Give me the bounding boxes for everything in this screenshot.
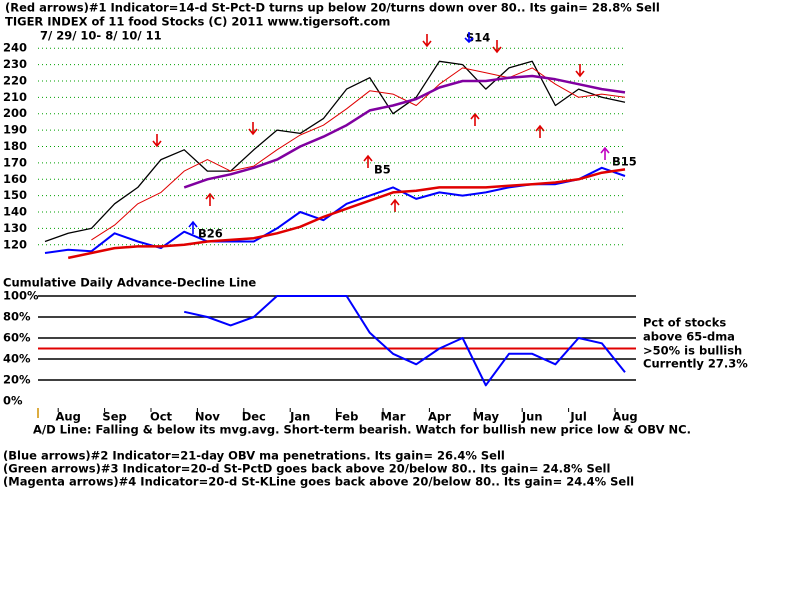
- footer-text: A/D Line: Falling & below its mvg.avg. S…: [33, 423, 691, 437]
- y-tick-label: 160: [3, 172, 27, 186]
- x-tick-label: Jul: [569, 410, 586, 424]
- y-tick-label: 190: [3, 123, 27, 137]
- signal-arrows: [152, 32, 610, 234]
- annotation: B15: [612, 155, 637, 169]
- indicator-text: (Red arrows)#1 Indicator=14-d St-Pct-D t…: [5, 1, 660, 15]
- y-tick-label: 200: [3, 106, 27, 120]
- y-tick-label: 210: [3, 90, 27, 104]
- x-tick-label: Apr: [428, 410, 451, 424]
- note: Pct of stocks: [643, 316, 726, 330]
- obv-arrow: [188, 220, 198, 234]
- note: Currently 27.3%: [643, 357, 748, 371]
- series-line: [44, 60, 626, 243]
- series-line: [44, 166, 626, 254]
- x-tick-label: Nov: [195, 410, 221, 424]
- y-tick-label: 0%: [3, 394, 23, 408]
- series-line: [67, 168, 626, 260]
- kline-arrow: [600, 146, 610, 160]
- annotation: B26: [198, 227, 223, 241]
- x-tick-label: Feb: [335, 410, 358, 424]
- panel-title: Cumulative Daily Advance-Decline Line: [3, 276, 256, 290]
- y-tick-label: 230: [3, 57, 27, 71]
- y-tick-label: 220: [3, 73, 27, 87]
- note: above 65-dma: [643, 330, 735, 344]
- y-tick-label: 20%: [3, 373, 31, 387]
- buy-arrow: [390, 198, 400, 212]
- annotation: B5: [374, 163, 391, 177]
- footer-text: (Green arrows)#3 Indicator=20-d St-PctD …: [3, 462, 610, 476]
- y-tick-label: 140: [3, 205, 27, 219]
- y-tick-label: 80%: [3, 310, 31, 324]
- y-tick-label: 120: [3, 237, 27, 251]
- x-tick-label: May: [473, 410, 500, 424]
- date-range: 7/ 29/ 10- 8/ 10/ 11: [40, 29, 162, 43]
- sell-arrow: [422, 34, 432, 48]
- series-line: [183, 74, 626, 189]
- y-tick-label: 40%: [3, 352, 31, 366]
- sell-arrow: [492, 40, 502, 54]
- footer-text: (Blue arrows)#2 Indicator=21-day OBV ma …: [3, 449, 505, 463]
- y-tick-label: 150: [3, 188, 27, 202]
- y-tick-label: 60%: [3, 331, 31, 345]
- note: >50% is bullish: [643, 344, 742, 358]
- x-tick-label: Dec: [242, 410, 266, 424]
- footer-text: (Magenta arrows)#4 Indicator=20-d St-KLi…: [3, 475, 634, 489]
- series-line: [91, 67, 626, 241]
- x-tick-label: Sep: [102, 410, 126, 424]
- y-tick-label: 180: [3, 139, 27, 153]
- y-tick-label: 100%: [3, 289, 39, 303]
- x-tick-label: Oct: [150, 410, 173, 424]
- buy-arrow: [535, 124, 545, 138]
- chart-title: TIGER INDEX of 11 food Stocks (C) 2011 w…: [5, 15, 390, 29]
- sell-arrow: [248, 122, 258, 136]
- buy-arrow: [470, 112, 480, 126]
- y-tick-label: 170: [3, 155, 27, 169]
- y-tick-label: 130: [3, 221, 27, 235]
- series-line: [183, 295, 626, 387]
- x-tick-label: Aug: [612, 410, 637, 424]
- y-tick-label: 240: [3, 41, 27, 55]
- annotation: S14: [466, 31, 490, 45]
- x-tick-label: Jun: [521, 410, 543, 424]
- sell-arrow: [575, 64, 585, 78]
- sell-arrow: [152, 134, 162, 148]
- obv-arrow: [464, 32, 474, 44]
- x-tick-label: Jan: [289, 410, 310, 424]
- x-tick-label: Aug: [56, 410, 81, 424]
- buy-arrow: [363, 154, 373, 168]
- x-tick-label: Mar: [381, 410, 406, 424]
